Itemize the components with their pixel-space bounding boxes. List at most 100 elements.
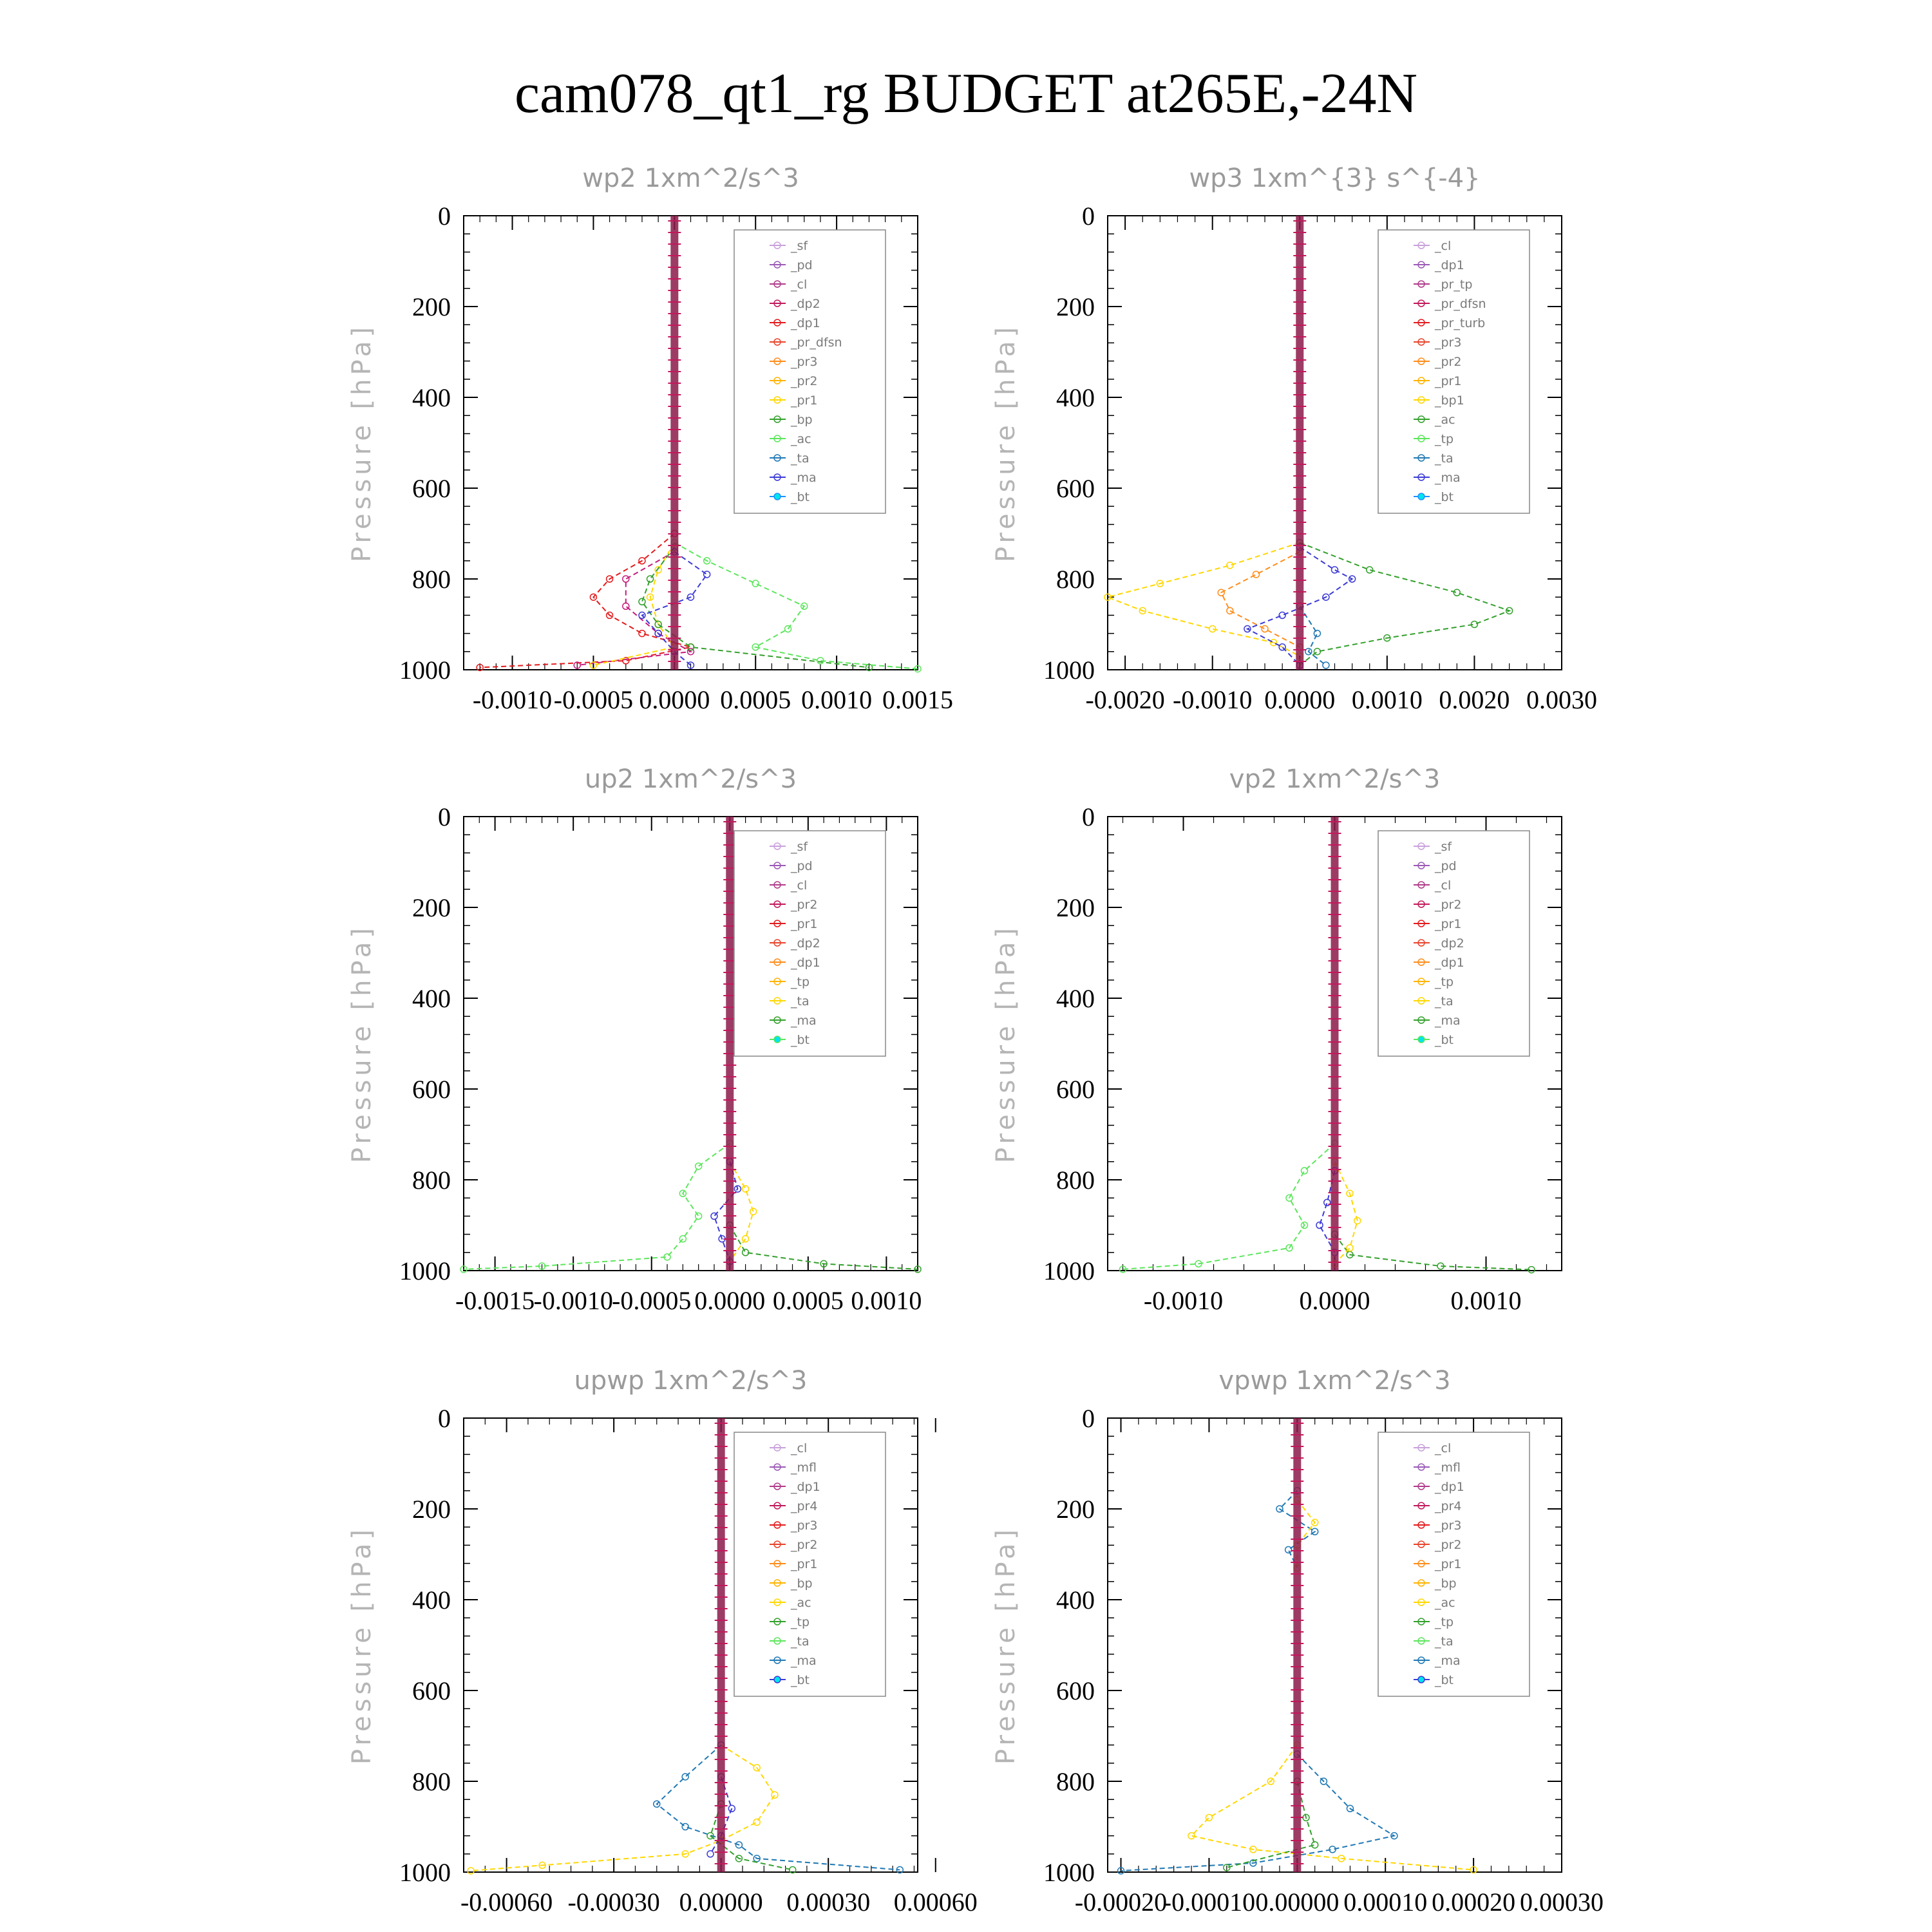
legend-marker (773, 396, 781, 404)
legend-label: _dp1 (790, 956, 820, 970)
y-tick-label: 200 (1056, 1495, 1095, 1524)
y-tick-label: 1000 (399, 1256, 451, 1285)
y-axis-label: Pressure [hPa] (347, 924, 377, 1163)
legend-marker (773, 842, 781, 850)
legend-marker (773, 1521, 781, 1529)
legend-marker (1417, 1676, 1425, 1683)
x-tick-label: 0.00010 (1343, 1888, 1427, 1917)
x-tick-label: 0.00000 (1255, 1888, 1339, 1917)
series-line (729, 1161, 754, 1262)
legend-label: _bt (1434, 490, 1454, 504)
panel-title: wp3 1xm^{3} s^{-4} (1189, 164, 1480, 193)
legend-marker (773, 862, 781, 869)
legend-marker (773, 1637, 781, 1645)
series-point (1505, 607, 1513, 615)
x-tick-label: -0.0005 (554, 685, 633, 714)
series-point (1285, 1244, 1293, 1252)
zero-profile-band (1331, 817, 1339, 1271)
series-line (480, 533, 691, 668)
series-line (1299, 542, 1511, 666)
legend-marker (1417, 338, 1425, 346)
series-line (1220, 551, 1300, 648)
series-point (1383, 634, 1391, 642)
legend-label: _pr3 (790, 355, 817, 369)
y-tick-label: 600 (412, 1676, 451, 1705)
series-point (694, 1212, 703, 1220)
legend-label: _bp (790, 1577, 813, 1591)
series-line (729, 1225, 918, 1270)
legend-marker (1417, 396, 1425, 404)
legend-label: _sf (790, 840, 808, 854)
legend-marker (773, 1444, 781, 1452)
legend-label: _bp (1434, 1577, 1457, 1591)
legend-marker (1417, 415, 1425, 423)
y-tick-label: 0 (438, 202, 451, 231)
legend-box (1378, 830, 1530, 1057)
series-point (646, 593, 654, 601)
series-point (589, 593, 598, 601)
series-point (1267, 1777, 1275, 1785)
legend-marker (773, 997, 781, 1005)
legend-label: _tp (790, 975, 810, 989)
series-point (741, 1249, 750, 1256)
legend-label: _ma (1434, 471, 1461, 485)
legend-label: _ta (790, 451, 810, 466)
zero-profile-band (670, 216, 679, 670)
series-point (1331, 566, 1339, 574)
series-point (753, 1764, 761, 1772)
legend-marker (1417, 1560, 1425, 1567)
panel-5: upwp 1xm^2/s^3 Pressure [hPa] 0 200 400 600 80… (347, 1366, 978, 1917)
y-tick-label: 400 (412, 383, 451, 412)
legend-marker (773, 319, 781, 327)
legend-label: _ma (790, 1654, 817, 1668)
series-line (1334, 1234, 1532, 1271)
legend-marker (1417, 299, 1425, 307)
series-line (641, 546, 869, 668)
series-line (710, 1776, 733, 1855)
y-tick-label: 1000 (399, 656, 451, 685)
series-point (703, 571, 711, 578)
series-point (1323, 1198, 1331, 1206)
series-point (638, 629, 646, 638)
panel-title: vp2 1xm^2/s^3 (1229, 764, 1441, 794)
series-point (1346, 1244, 1354, 1252)
series-point (703, 557, 711, 565)
series-point (1390, 1832, 1398, 1840)
series-point (1348, 575, 1356, 583)
legend-marker (1417, 958, 1425, 966)
legend-label: _tp (1434, 975, 1454, 989)
x-tick-label: 0.0010 (801, 685, 872, 714)
series-point (1470, 620, 1479, 629)
x-tick-label: -0.00010 (1163, 1888, 1255, 1917)
x-tick-label: 0.00030 (1520, 1888, 1604, 1917)
series-point (679, 1235, 687, 1243)
legend-label: _pd (790, 859, 813, 873)
legend-label: _pr1 (790, 1557, 817, 1571)
series-point (741, 1185, 750, 1193)
x-tick-label: 0.0000 (1300, 1286, 1370, 1315)
series-point (784, 625, 792, 633)
legend-label: _pr1 (1434, 374, 1461, 388)
panel-4: vp2 1xm^2/s^3 Pressure [hPa] 0 200 400 600 800… (991, 764, 1562, 1315)
y-tick-label: 600 (412, 474, 451, 503)
series-line (577, 551, 693, 666)
legend-marker (773, 242, 781, 249)
series-point (694, 1162, 703, 1170)
legend-marker (1417, 377, 1425, 384)
series-point (1195, 1260, 1202, 1268)
plot-frame (463, 816, 918, 1271)
y-tick-label: 0 (438, 802, 451, 831)
series-point (622, 602, 630, 611)
legend-label: _ac (790, 432, 811, 446)
y-tick-label: 200 (412, 893, 451, 922)
series-point (1252, 571, 1260, 578)
legend-label: _pr_tp (1434, 278, 1472, 292)
series-point (679, 1189, 687, 1197)
legend-marker (1417, 1579, 1425, 1587)
series-point (1305, 648, 1312, 656)
legend-marker (1417, 1463, 1425, 1471)
legend-marker (1417, 1521, 1425, 1529)
series-point (1217, 589, 1225, 596)
series-point (710, 1212, 718, 1220)
